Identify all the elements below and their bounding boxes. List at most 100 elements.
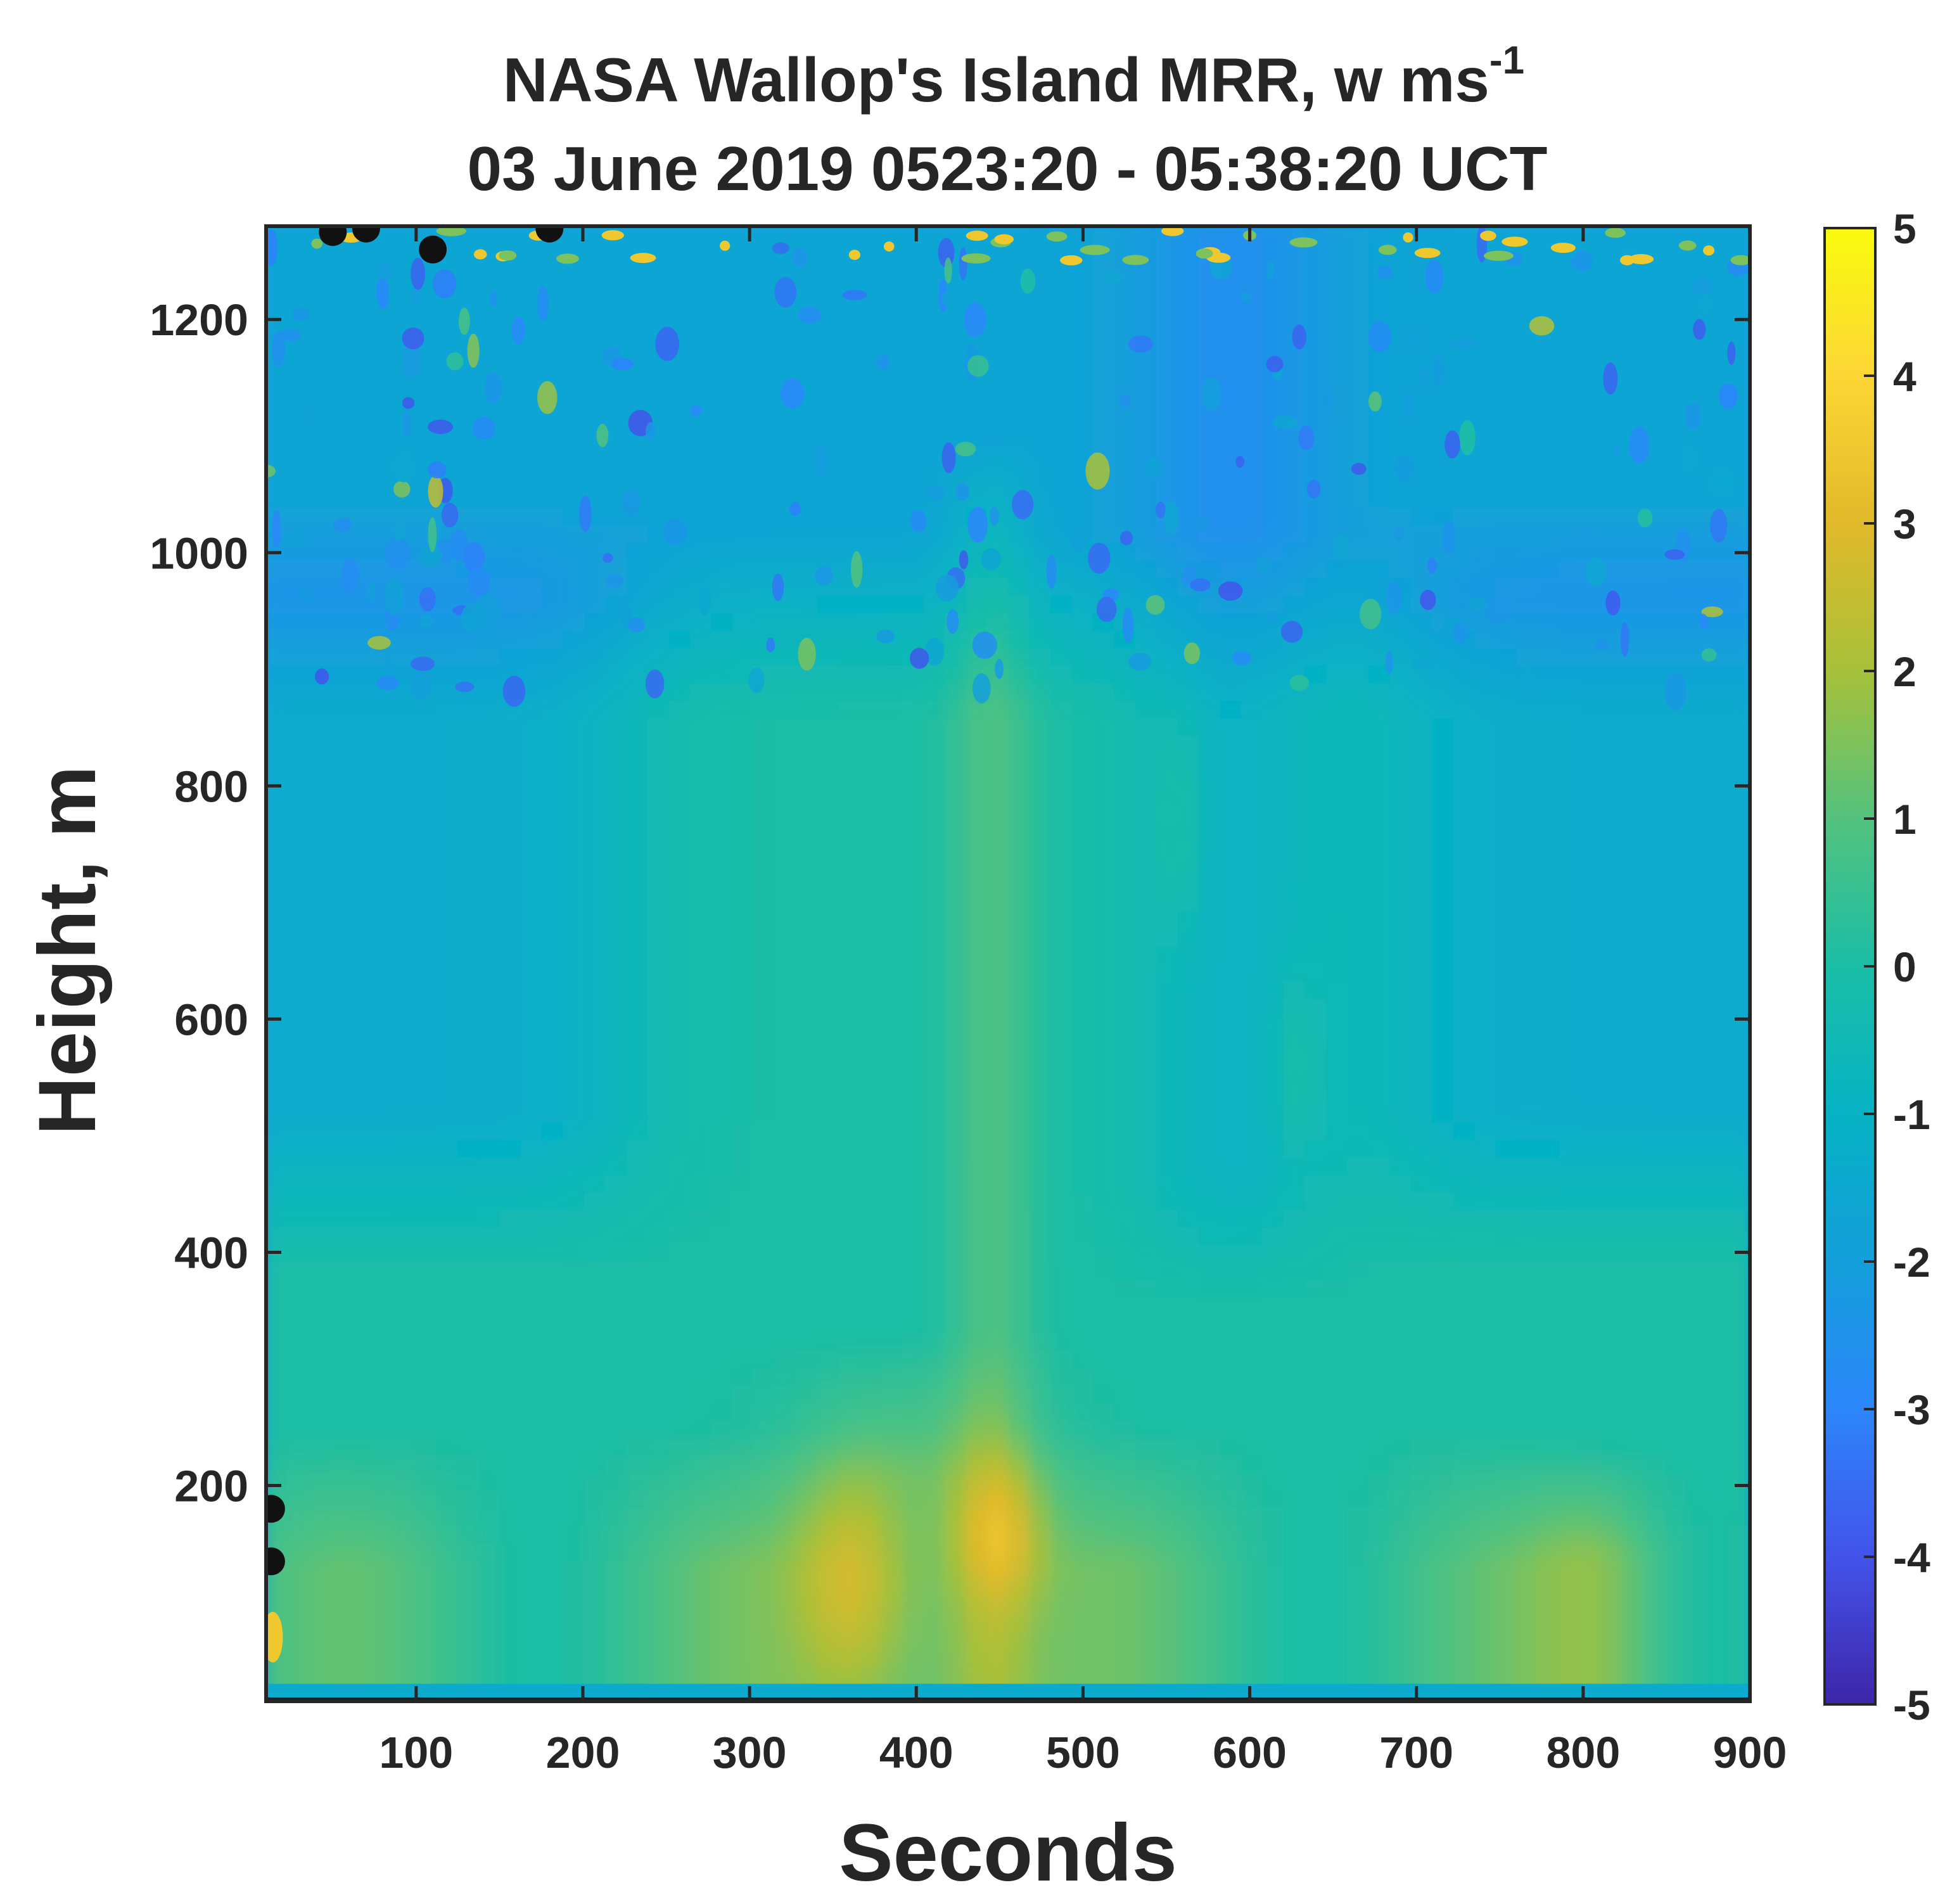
heatmap-cell bbox=[1432, 682, 1454, 701]
heatmap-cell bbox=[1304, 507, 1327, 526]
heatmap-cell bbox=[923, 1402, 945, 1421]
heatmap-cell bbox=[457, 718, 479, 736]
heatmap-cell bbox=[1517, 648, 1539, 666]
heatmap-cell bbox=[541, 612, 564, 631]
heatmap-cell bbox=[1304, 823, 1327, 841]
heatmap-cell bbox=[859, 1297, 882, 1316]
heatmap-cell bbox=[668, 770, 691, 789]
heatmap-cell bbox=[541, 682, 564, 701]
heatmap-cell bbox=[732, 1666, 755, 1685]
heatmap-cell bbox=[1474, 665, 1496, 684]
heatmap-cell bbox=[372, 1069, 394, 1087]
heatmap-cell bbox=[541, 1279, 564, 1298]
heatmap-cell bbox=[1347, 542, 1369, 561]
heatmap-cell bbox=[1474, 1262, 1496, 1281]
heatmap-cell bbox=[923, 1262, 945, 1281]
heatmap-cell bbox=[1092, 964, 1115, 982]
heatmap-cell bbox=[775, 525, 797, 543]
heatmap-cell bbox=[1008, 1631, 1030, 1649]
heatmap-cell bbox=[668, 700, 691, 719]
heatmap-cell bbox=[1199, 1438, 1221, 1456]
heatmap-cell bbox=[1410, 1210, 1433, 1228]
heatmap-cell bbox=[1008, 1561, 1030, 1579]
heatmap-cell bbox=[350, 1174, 373, 1193]
heatmap-cell bbox=[1368, 1455, 1391, 1474]
heatmap-cell bbox=[966, 1121, 988, 1140]
heatmap-cell bbox=[1304, 1227, 1327, 1246]
heatmap-cell bbox=[1707, 1490, 1730, 1509]
heatmap-cell bbox=[1389, 682, 1412, 701]
heatmap-cell bbox=[308, 1455, 331, 1474]
heatmap-cell bbox=[1643, 788, 1666, 807]
heatmap-cell bbox=[1262, 1648, 1284, 1667]
heatmap-cell bbox=[329, 1490, 352, 1509]
heatmap-cell bbox=[881, 753, 903, 772]
heatmap-cell bbox=[1643, 928, 1666, 947]
heatmap-cell bbox=[1050, 1227, 1073, 1246]
heatmap-cell bbox=[584, 1561, 606, 1579]
heatmap-cell bbox=[1029, 1315, 1051, 1333]
heatmap-cell bbox=[775, 1297, 797, 1316]
heatmap-cell bbox=[1453, 1087, 1476, 1105]
heatmap-cell bbox=[1071, 489, 1094, 508]
heatmap-cell bbox=[690, 1156, 712, 1175]
heatmap-cell bbox=[690, 946, 712, 964]
heatmap-cell bbox=[1092, 770, 1115, 789]
heatmap-cell bbox=[1580, 1508, 1602, 1526]
heatmap-cell bbox=[329, 893, 352, 912]
heatmap-cell bbox=[1643, 1069, 1666, 1087]
heatmap-cell bbox=[1580, 1561, 1602, 1579]
heatmap-cell bbox=[350, 700, 373, 719]
heatmap-cell bbox=[966, 718, 988, 736]
heatmap-cell bbox=[1199, 1666, 1221, 1685]
heatmap-cell bbox=[1389, 1174, 1412, 1193]
heatmap-cell bbox=[753, 1367, 775, 1386]
heatmap-cell bbox=[1368, 1438, 1391, 1456]
heatmap-cell bbox=[711, 1121, 734, 1140]
heatmap-cell bbox=[1325, 770, 1348, 789]
heatmap-cell bbox=[668, 1227, 691, 1246]
heatmap-cell bbox=[563, 577, 585, 596]
heatmap-cell bbox=[1686, 1455, 1709, 1474]
heatmap-cell bbox=[1092, 1033, 1115, 1052]
heatmap-cell bbox=[1728, 718, 1750, 736]
heatmap-cell bbox=[541, 630, 564, 649]
heatmap-cell bbox=[1241, 753, 1263, 772]
heatmap-cell bbox=[541, 718, 564, 736]
heatmap-cell bbox=[605, 928, 627, 947]
heatmap-cell bbox=[966, 1016, 988, 1035]
heatmap-cell bbox=[1262, 788, 1284, 807]
heatmap-cell bbox=[372, 770, 394, 789]
heatmap-cell bbox=[266, 893, 288, 912]
heatmap-cell bbox=[647, 1543, 670, 1562]
heatmap-cell bbox=[626, 1561, 649, 1579]
heatmap-cell bbox=[541, 1508, 564, 1526]
heatmap-cell bbox=[923, 1350, 945, 1369]
heatmap-cell bbox=[1220, 612, 1242, 631]
heatmap-cell bbox=[817, 964, 839, 982]
heatmap-cell bbox=[1304, 1192, 1327, 1210]
heatmap-cell bbox=[1199, 472, 1221, 490]
heatmap-cell bbox=[1517, 805, 1539, 824]
heatmap-cell bbox=[1686, 1315, 1709, 1333]
heatmap-cell bbox=[350, 1367, 373, 1386]
heatmap-cell bbox=[1559, 1227, 1581, 1246]
heatmap-cell bbox=[668, 1367, 691, 1386]
heatmap-cell bbox=[457, 1631, 479, 1649]
heatmap-cell bbox=[1325, 858, 1348, 877]
heatmap-cell bbox=[1114, 1561, 1136, 1579]
heatmap-cell bbox=[414, 1367, 437, 1386]
heatmap-cell bbox=[584, 1578, 606, 1597]
heatmap-cell bbox=[478, 1192, 501, 1210]
heatmap-cell bbox=[1686, 1561, 1709, 1579]
heatmap-cell bbox=[626, 1244, 649, 1263]
heatmap-cell bbox=[1156, 1139, 1178, 1158]
heatmap-cell bbox=[966, 841, 988, 859]
heatmap-cell bbox=[329, 472, 352, 490]
heatmap-cell bbox=[372, 1279, 394, 1298]
heatmap-cell bbox=[1199, 753, 1221, 772]
heatmap-cell bbox=[753, 1666, 775, 1685]
heatmap-cell bbox=[753, 1402, 775, 1421]
heatmap-cell bbox=[584, 1648, 606, 1667]
heatmap-cell bbox=[1008, 1016, 1030, 1035]
